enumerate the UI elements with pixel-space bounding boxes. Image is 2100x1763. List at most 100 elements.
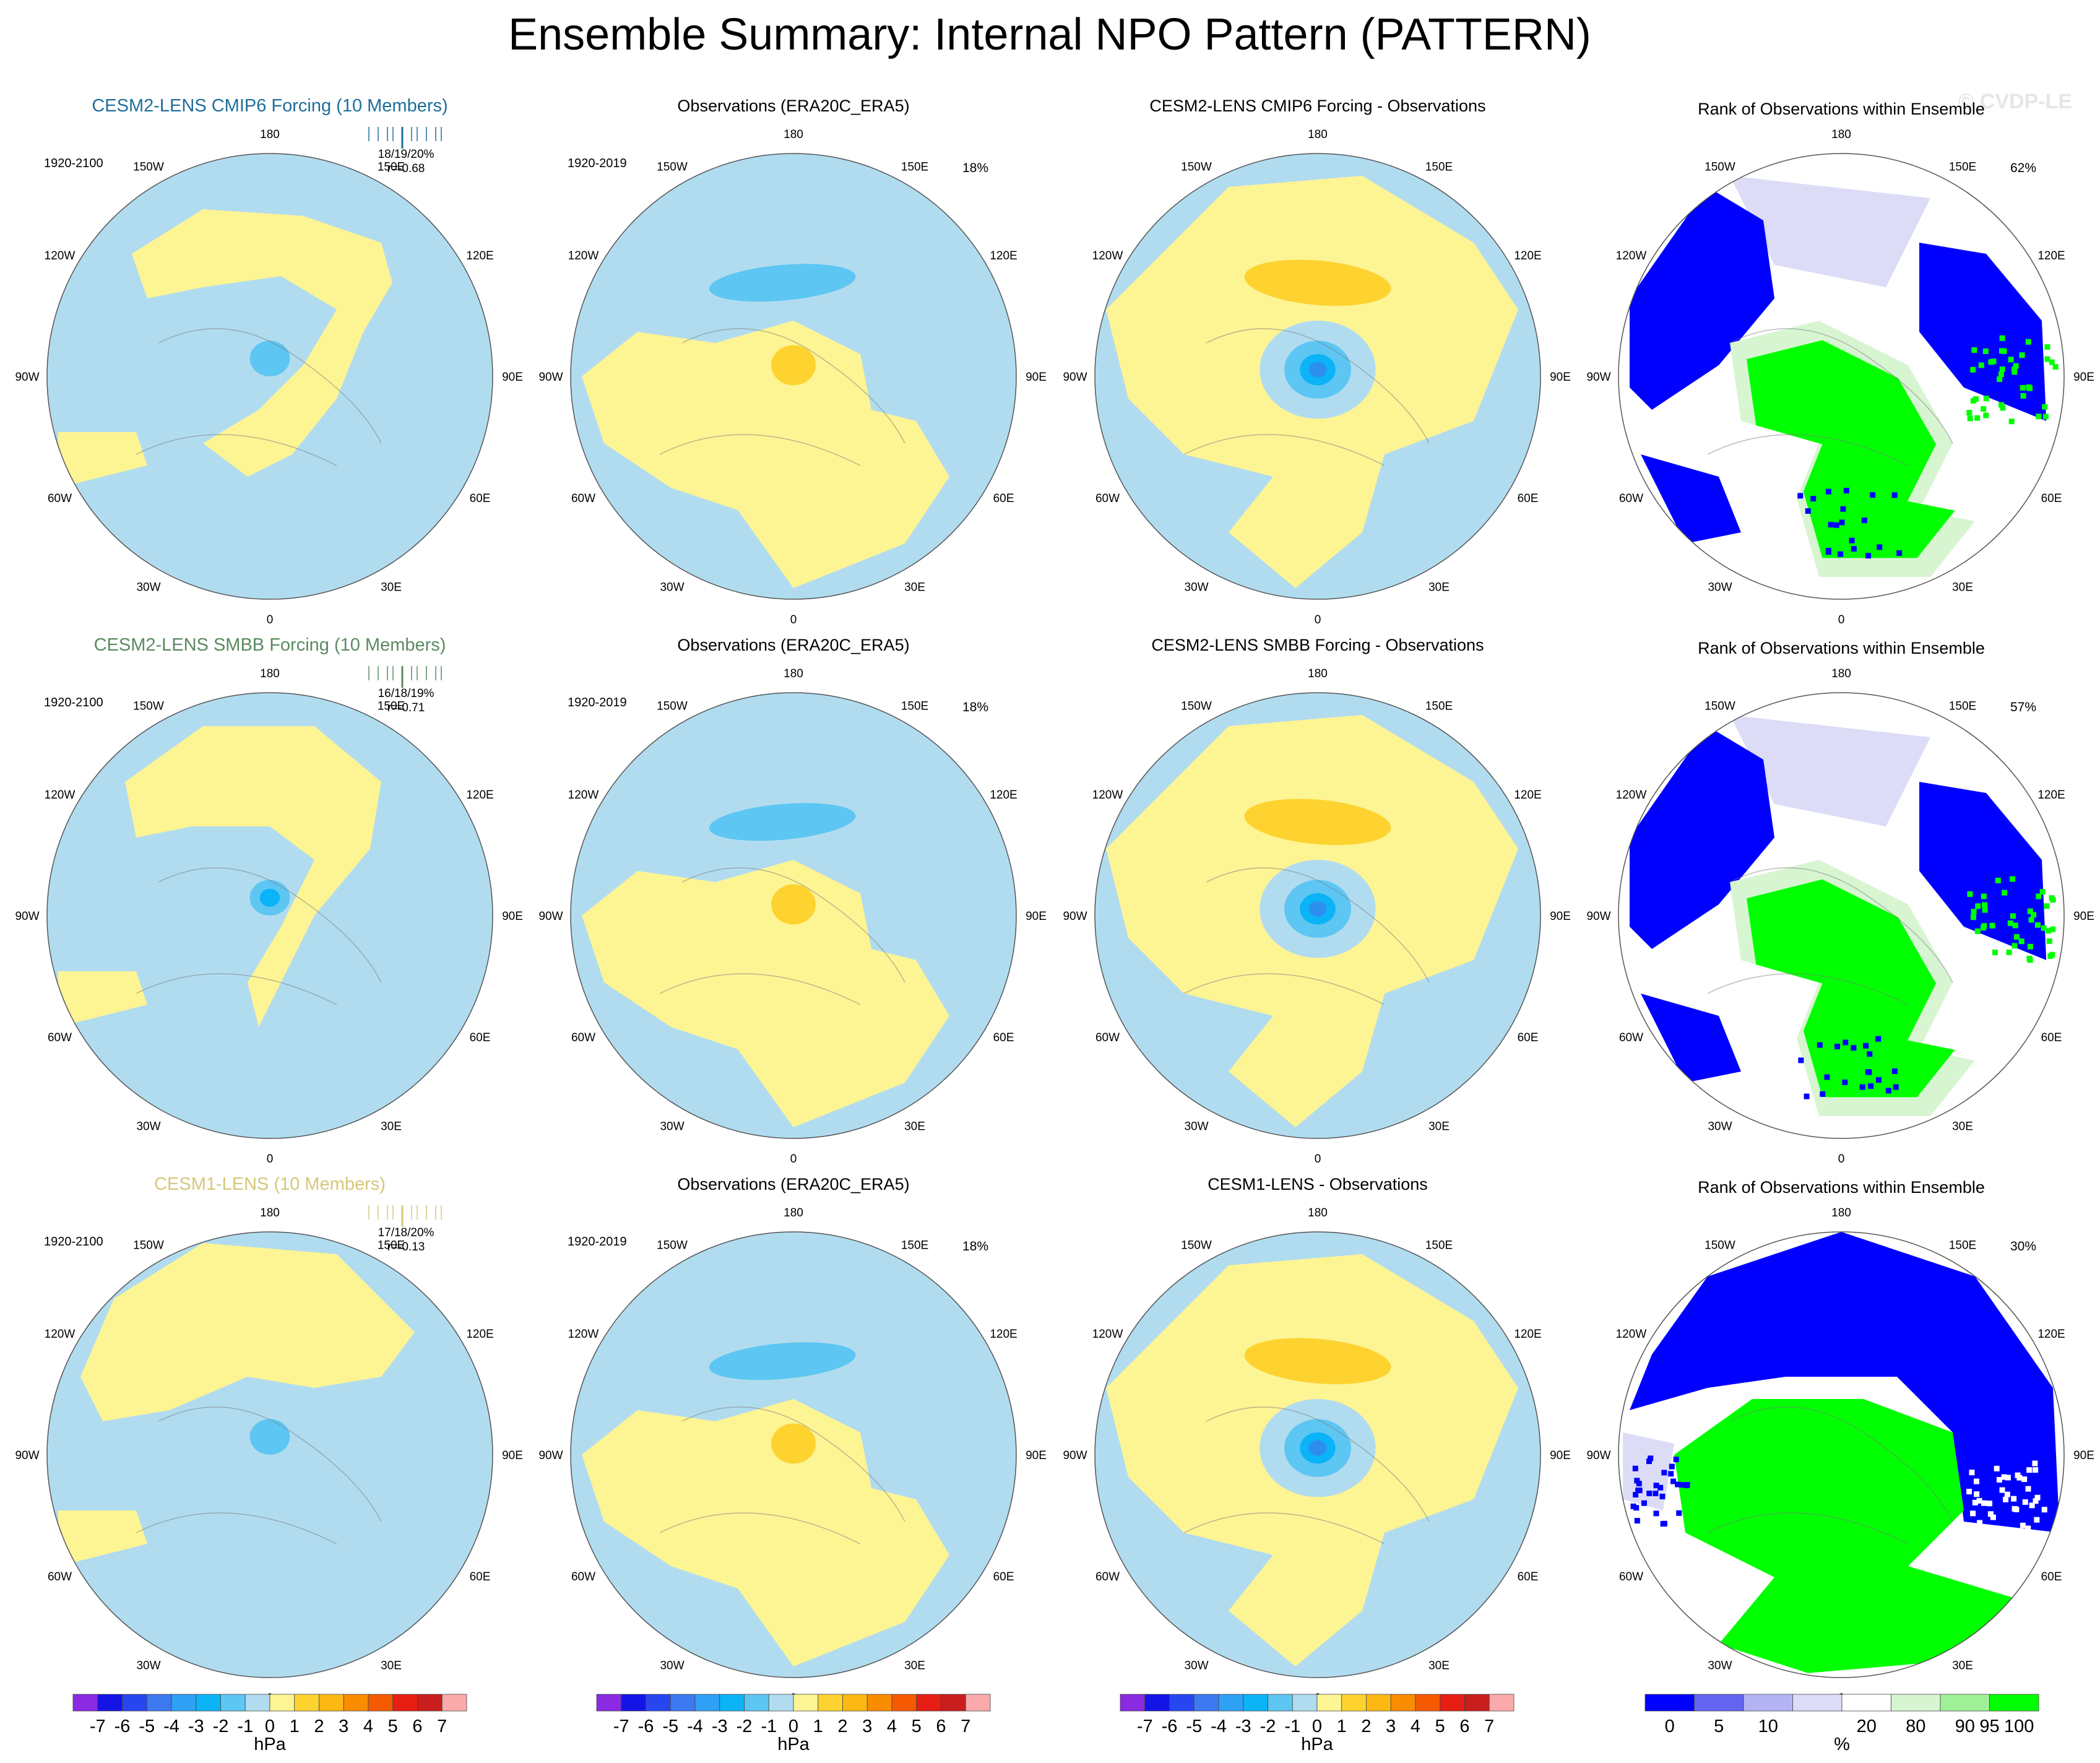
- lon-label: 120W: [1092, 1328, 1123, 1341]
- coastline: [1206, 1406, 1430, 1522]
- lon-label: 120W: [1616, 789, 1647, 802]
- lon-label: 60E: [1518, 1570, 1539, 1583]
- rank-cell: [1825, 488, 1831, 495]
- lon-label: 120W: [45, 789, 76, 802]
- lon-label: 0: [267, 613, 274, 626]
- lon-label: 120E: [2037, 1328, 2065, 1341]
- lon-label: 120W: [568, 1328, 599, 1341]
- rank-cell: [1865, 1069, 1871, 1075]
- rank-cell: [2002, 890, 2008, 896]
- rank-cell: [1967, 415, 1973, 422]
- rank-cell: [1885, 1088, 1891, 1094]
- rank-cell: [2044, 344, 2050, 350]
- rank-cell: [1983, 396, 1989, 402]
- lon-label: 180: [784, 1206, 803, 1219]
- map-border: [570, 1231, 1017, 1678]
- rank-cell: [1659, 1493, 1666, 1499]
- lon-label: 0: [1838, 613, 1845, 626]
- lon-label: 120E: [990, 249, 1017, 262]
- colorbar-tick: 2: [837, 1717, 847, 1736]
- rank-cell: [1867, 1051, 1873, 1057]
- rank-cell: [2031, 912, 2037, 918]
- rank-cell: [2006, 949, 2012, 955]
- rank-cell: [2013, 363, 2019, 369]
- lon-label: 30W: [660, 581, 684, 594]
- colorbar-tick: -7: [90, 1717, 106, 1736]
- rank-cell: [1989, 922, 1995, 929]
- lon-label: 120W: [1616, 1328, 1647, 1341]
- colorbar-tick: 5: [1714, 1717, 1724, 1736]
- map-border: [46, 1231, 493, 1678]
- colorbar-swatch: [842, 1694, 868, 1712]
- panel-r1-c1: 180 150E 120E 90E 60E 30E 0 30W 60W 90W 120W 150W CE…: [15, 96, 522, 626]
- rank-cell: [1797, 493, 1804, 499]
- lon-label: 180: [260, 128, 280, 141]
- rank-cell: [1970, 398, 1976, 404]
- map-fill: [1618, 154, 2064, 599]
- rank-cell: [1969, 1470, 1975, 1476]
- colorbar-tick: -4: [163, 1717, 179, 1736]
- rank-cell: [1843, 1039, 1849, 1046]
- rank-cell: [2046, 928, 2052, 934]
- lon-label: 120W: [568, 249, 599, 262]
- rank-cell: [2022, 1499, 2028, 1505]
- rank-cell: [1988, 359, 1994, 365]
- colorbar-swatch: [1464, 1694, 1490, 1712]
- coastline: [136, 973, 337, 1005]
- positive-core: [771, 884, 816, 925]
- lon-label: 30E: [904, 581, 925, 594]
- rank-cell: [1992, 950, 1998, 956]
- lon-label: 180: [1831, 667, 1851, 680]
- lon-label: 30W: [1184, 1120, 1208, 1133]
- colorbar-swatch: [343, 1694, 369, 1712]
- pattern-colorbar: -7 -6 -5 -4 -3 -2 -1 0 1 2 3 4 5 6 7 hPa: [72, 1694, 467, 1754]
- map-border: [1618, 153, 2065, 600]
- lon-label: 120W: [1092, 789, 1123, 802]
- lon-label: 30E: [381, 1660, 402, 1673]
- lon-label: 120W: [45, 1328, 76, 1341]
- rank-cell: [2020, 1522, 2026, 1528]
- rank-low: [1641, 454, 1741, 544]
- colorbar-swatch: [1316, 1694, 1342, 1712]
- lon-label: 60W: [1095, 492, 1120, 505]
- panel-title: Observations (ERA20C_ERA5): [677, 1175, 909, 1193]
- rank-cell: [2010, 913, 2016, 919]
- colorbar-swatch: [368, 1694, 394, 1712]
- rank-cell: [1851, 1045, 1857, 1051]
- rank-cell: [2001, 348, 2007, 354]
- colorbar-swatch: [1415, 1694, 1441, 1712]
- rank-cell: [2032, 1460, 2038, 1466]
- map-fill: [1095, 693, 1540, 1138]
- colorbar-tick: 100: [2004, 1717, 2034, 1736]
- rank-cell: [2029, 1502, 2035, 1509]
- rank-cell: [1630, 1503, 1636, 1509]
- rank-low: [1630, 726, 1774, 949]
- colorbar-swatch: [670, 1694, 696, 1712]
- rank-cell: [2019, 352, 2025, 358]
- colorbar-swatch: [1193, 1694, 1219, 1712]
- rank-cell: [2007, 920, 2013, 926]
- rank-cell: [2044, 903, 2050, 909]
- rank-cell: [1641, 1500, 1647, 1506]
- lon-label: 30E: [1428, 1660, 1450, 1673]
- colorbar-swatch: [891, 1694, 917, 1712]
- rank-cell: [1982, 348, 1989, 354]
- period-label: 1920-2100: [44, 157, 103, 170]
- colorbar-swatch: [244, 1694, 270, 1712]
- colorbar-swatch: [1743, 1694, 1793, 1712]
- lon-label: 150W: [1705, 700, 1735, 713]
- map-border: [1618, 692, 2065, 1139]
- panel-r2-c1: 180 150E 120E 90E 60E 30E 0 30W 60W 90W 120W 150W CE…: [15, 635, 522, 1166]
- rank-cell: [1679, 1482, 1685, 1488]
- panel-title: Observations (ERA20C_ERA5): [677, 97, 909, 115]
- colorbar-tick: -1: [237, 1717, 253, 1736]
- lon-label: 60E: [1518, 1031, 1539, 1044]
- rank-cell: [1805, 508, 1811, 514]
- colorbar-tick: -3: [1235, 1717, 1251, 1736]
- rank-cell: [2011, 369, 2018, 375]
- rank-cell: [2025, 339, 2031, 345]
- rank-cell: [1997, 376, 2003, 383]
- coastline: [136, 1512, 337, 1544]
- lon-label: 150W: [1181, 700, 1212, 713]
- lon-label: 30E: [1428, 1120, 1450, 1133]
